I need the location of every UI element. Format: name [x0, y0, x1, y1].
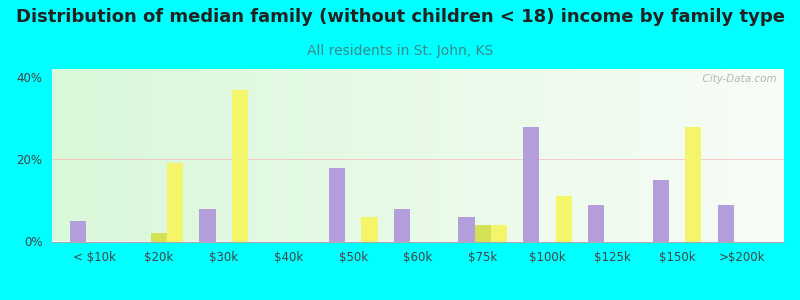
Bar — [556, 196, 572, 242]
Bar — [718, 205, 734, 242]
Bar — [70, 221, 86, 242]
Bar — [491, 225, 507, 242]
Bar — [167, 164, 183, 242]
Text: All residents in St. John, KS: All residents in St. John, KS — [307, 44, 493, 58]
Bar — [474, 225, 491, 242]
Bar — [458, 217, 474, 242]
Bar — [150, 233, 167, 242]
Bar — [523, 127, 539, 242]
Bar — [362, 217, 378, 242]
Bar — [394, 208, 410, 242]
Bar — [653, 180, 669, 242]
Text: City-Data.com: City-Data.com — [696, 74, 777, 84]
Bar — [686, 127, 702, 242]
Bar — [199, 208, 215, 242]
Bar — [588, 205, 604, 242]
Bar — [329, 168, 345, 242]
Bar — [232, 89, 248, 242]
Text: Distribution of median family (without children < 18) income by family type: Distribution of median family (without c… — [15, 8, 785, 26]
